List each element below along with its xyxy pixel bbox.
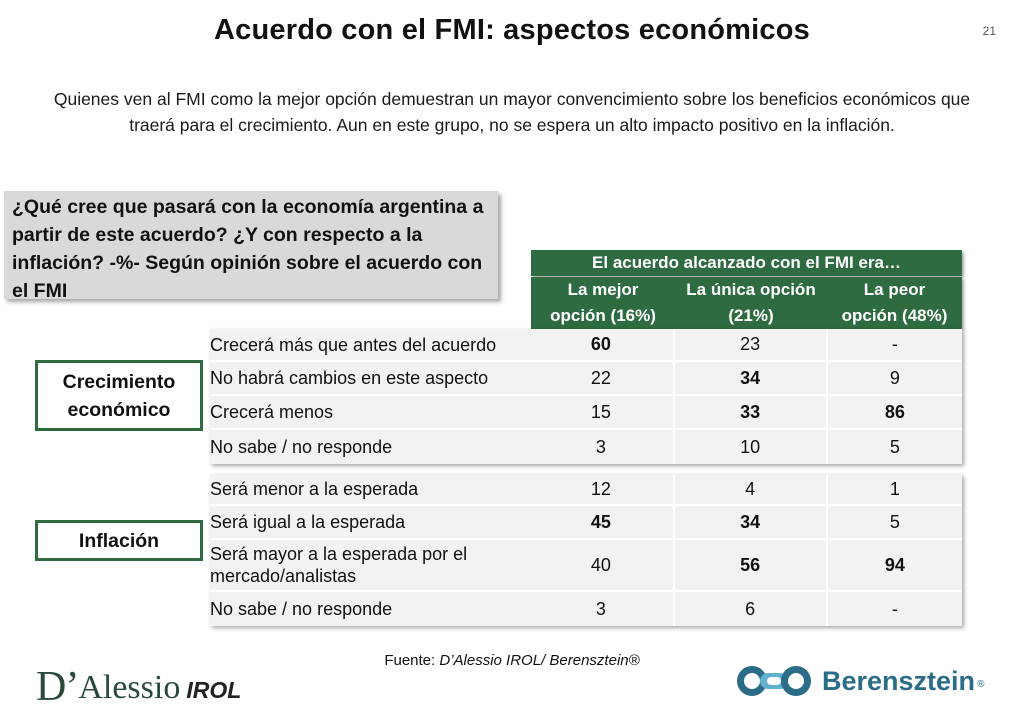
cell-value: 1 bbox=[889, 478, 900, 499]
inflation-table: Será menor a la esperada 12 4 1 Será igual a… bbox=[210, 474, 962, 626]
table-row: Será mayor a la esperada por el mercado/… bbox=[210, 540, 962, 592]
cell-value: 10 bbox=[675, 430, 828, 464]
column-header-unica: La única opción (21%) bbox=[686, 280, 816, 325]
growth-table: Crecerá más que antes del acuerdo 60 23 - No… bbox=[210, 329, 962, 464]
cell-value: 34 bbox=[675, 362, 828, 394]
cell-value: 23 bbox=[675, 329, 828, 360]
row-label: Será mayor a la esperada por el mercado/… bbox=[210, 544, 468, 586]
cell-value: 4 bbox=[675, 474, 828, 504]
table-group-header: El acuerdo alcanzado con el FMI era… bbox=[531, 250, 962, 276]
table-column-headers: La mejor opción (16%) La única opción (2… bbox=[531, 277, 962, 329]
cell-value: 33 bbox=[675, 396, 828, 428]
page-number: 21 bbox=[982, 24, 996, 38]
section-label-growth: Crecimiento económico bbox=[35, 360, 203, 431]
cell-value: 34 bbox=[675, 506, 828, 538]
cell-value: 94 bbox=[884, 554, 905, 575]
table-row: No sabe / no responde 3 6 - bbox=[210, 592, 962, 626]
table-row: No habrá cambios en este aspecto 22 34 9 bbox=[210, 362, 962, 396]
cell-value: 5 bbox=[889, 436, 900, 457]
cell-value: 86 bbox=[884, 401, 905, 422]
row-label: No sabe / no responde bbox=[210, 599, 393, 619]
cell-value: - bbox=[891, 598, 898, 619]
cell-value: - bbox=[891, 334, 898, 354]
source-note: Fuente: D’Alessio IROL/ Berensztein® bbox=[384, 652, 640, 669]
cell-value: 40 bbox=[529, 540, 675, 590]
section-label-inflation: Inflación bbox=[35, 520, 203, 561]
cell-value: 56 bbox=[675, 540, 828, 590]
table-row: Será igual a la esperada 45 34 5 bbox=[210, 506, 962, 540]
row-label: No sabe / no responde bbox=[210, 437, 393, 457]
row-label: Crecerá más que antes del acuerdo bbox=[210, 334, 497, 355]
row-label: Será menor a la esperada bbox=[210, 479, 419, 499]
cell-value: 6 bbox=[675, 592, 828, 626]
table-row: Crecerá más que antes del acuerdo 60 23 - bbox=[210, 329, 962, 362]
page-title: Acuerdo con el FMI: aspectos económicos bbox=[214, 14, 810, 46]
column-header-peor: La peor opción (48%) bbox=[841, 280, 948, 325]
cell-value: 3 bbox=[529, 592, 675, 626]
cell-value: 12 bbox=[529, 474, 675, 504]
cell-value: 60 bbox=[529, 329, 675, 360]
row-label: No habrá cambios en este aspecto bbox=[210, 368, 489, 388]
berensztein-logo: Berensztein ® bbox=[734, 662, 984, 700]
cell-value: 9 bbox=[889, 367, 900, 388]
column-header-mejor: La mejor opción (16%) bbox=[550, 280, 656, 325]
berensztein-logo-icon bbox=[737, 666, 811, 696]
table-row: Será menor a la esperada 12 4 1 bbox=[210, 474, 962, 506]
table-row: No sabe / no responde 3 10 5 bbox=[210, 430, 962, 464]
question-box: ¿Qué cree que pasará con la economía arg… bbox=[4, 191, 498, 302]
table-row: Crecerá menos 15 33 86 bbox=[210, 396, 962, 430]
dalessio-logo: D’ Alessio IROL bbox=[36, 664, 242, 710]
cell-value: 45 bbox=[529, 506, 675, 538]
cell-value: 15 bbox=[529, 396, 675, 428]
row-label: Será igual a la esperada bbox=[210, 512, 406, 532]
cell-value: 22 bbox=[529, 362, 675, 394]
subtitle-text: Quienes ven al FMI como la mejor opción … bbox=[53, 89, 971, 135]
row-label: Crecerá menos bbox=[210, 402, 334, 422]
cell-value: 3 bbox=[529, 430, 675, 464]
cell-value: 5 bbox=[889, 511, 900, 532]
